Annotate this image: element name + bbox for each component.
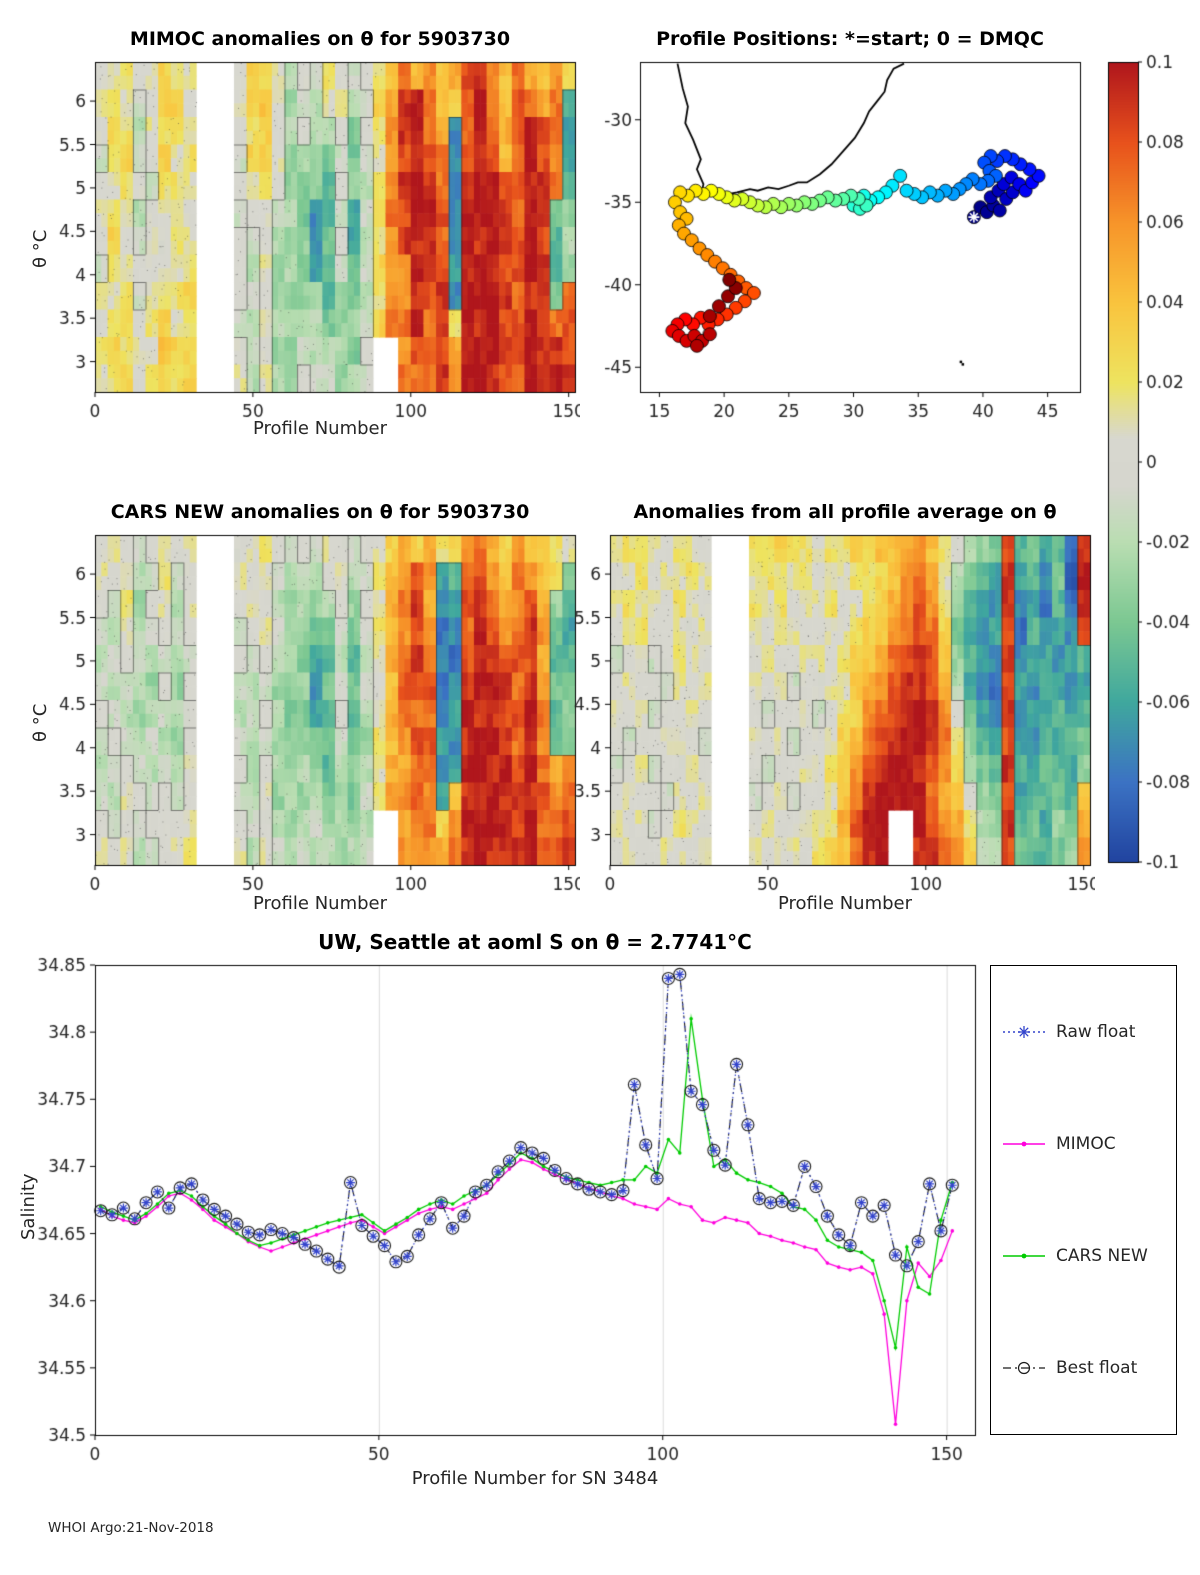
legend-entry-mimoc: MIMOC [1001, 1134, 1172, 1154]
legend-label-best-float: Best float [1056, 1358, 1138, 1378]
mimoc-xlabel: Profile Number [253, 418, 387, 439]
footer-text: WHOI Argo:21-Nov-2018 [48, 1520, 214, 1536]
allavg-xlabel: Profile Number [778, 893, 912, 914]
best-float-swatch-icon [1003, 1361, 1045, 1375]
legend-label-cars-new: CARS NEW [1056, 1246, 1148, 1266]
salinity-title: UW, Seattle at aoml S on θ = 2.7741°C [318, 930, 752, 954]
mimoc-heatmap-canvas [35, 50, 580, 430]
legend-box: Raw float MIMOC CARS NEW Best float [990, 965, 1177, 1435]
legend-entry-raw-float: Raw float [1001, 1022, 1172, 1042]
raw-float-swatch-icon [1003, 1026, 1045, 1038]
profile-positions-map-canvas [600, 50, 1100, 430]
legend-label-mimoc: MIMOC [1056, 1134, 1116, 1154]
legend-entry-cars-new: CARS NEW [1001, 1246, 1172, 1266]
map-title: Profile Positions: *=start; 0 = DMQC [656, 28, 1044, 50]
salinity-chart-canvas [35, 953, 990, 1473]
cars-title: CARS NEW anomalies on θ for 5903730 [110, 501, 530, 523]
cars-xlabel: Profile Number [253, 893, 387, 914]
mimoc-swatch-icon [1003, 1141, 1045, 1147]
allavg-heatmap-canvas [550, 523, 1095, 903]
colorbar-canvas [1100, 50, 1195, 880]
salinity-xlabel: Profile Number for SN 3484 [411, 1468, 659, 1489]
cars-new-swatch-icon [1003, 1253, 1045, 1259]
legend-label-raw-float: Raw float [1056, 1022, 1136, 1042]
mimoc-title: MIMOC anomalies on θ for 5903730 [129, 28, 511, 50]
cars-heatmap-canvas [35, 523, 580, 903]
legend-entry-best-float: Best float [1001, 1358, 1172, 1378]
allavg-title: Anomalies from all profile average on θ [633, 501, 1057, 523]
